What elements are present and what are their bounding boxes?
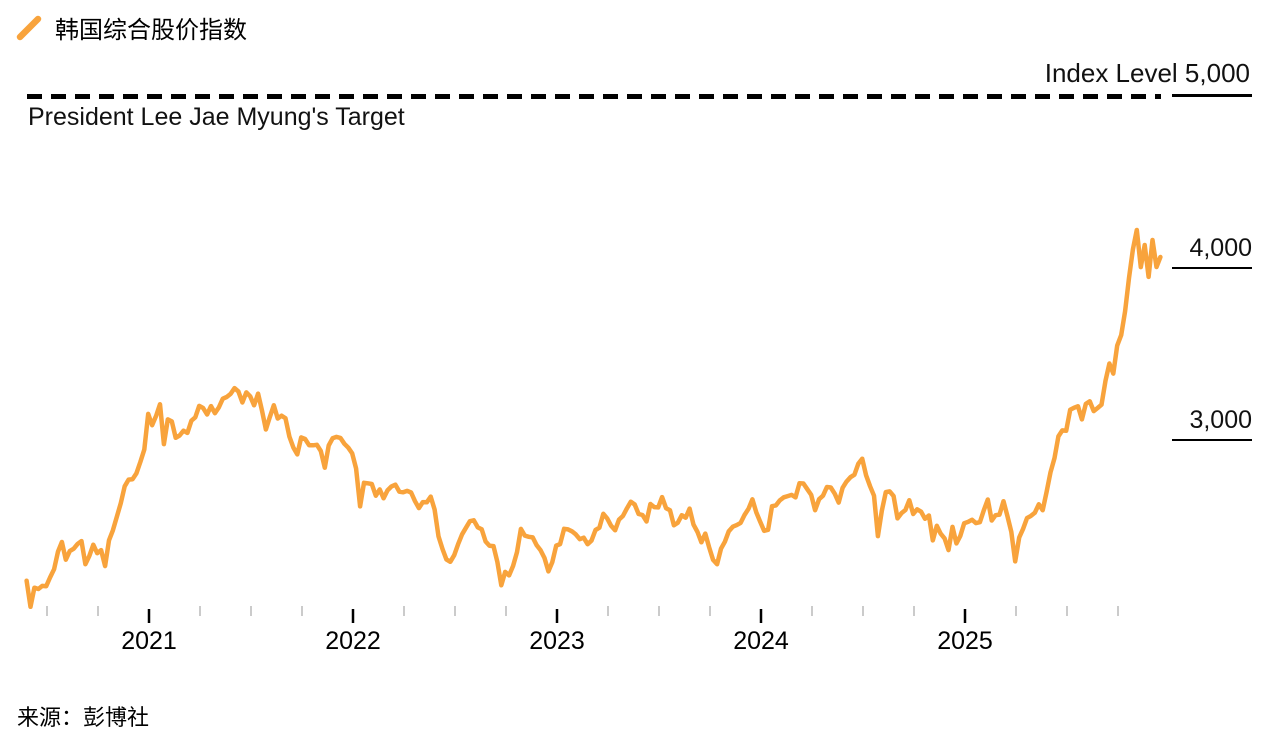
- source-label: 来源：彭博社: [17, 705, 150, 730]
- legend-series-label: 韩国综合股价指数: [55, 17, 247, 44]
- target-dashed-line: [27, 94, 1161, 99]
- target-level-label: Index Level 5,000: [1044, 58, 1250, 88]
- kospi-line: [24, 227, 1163, 610]
- series-line-icon: [16, 15, 42, 40]
- target-sublabel: President Lee Jae Myung's Target: [28, 103, 405, 131]
- y-axis-label-3000: 3,000: [1172, 404, 1252, 441]
- x-axis-ticks: [46, 606, 1119, 623]
- target-axis-tick: [1172, 94, 1252, 97]
- legend: 韩国综合股价指数: [16, 10, 247, 45]
- y-axis-label-4000: 4,000: [1172, 232, 1252, 269]
